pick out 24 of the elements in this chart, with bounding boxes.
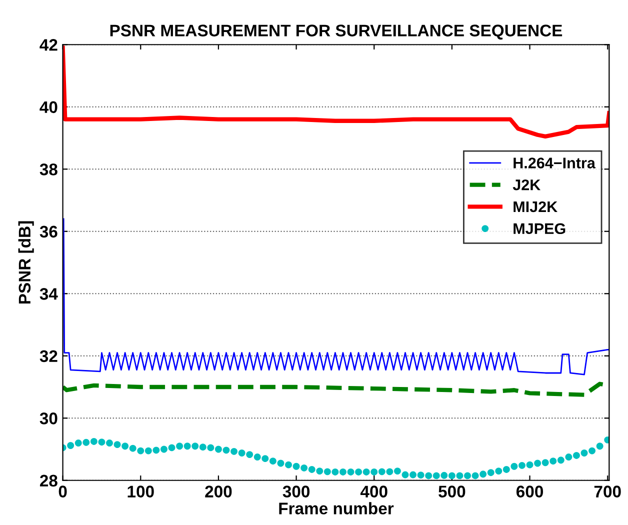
y-tick-label: 30 bbox=[40, 412, 58, 424]
y-tick-label: 36 bbox=[40, 226, 58, 238]
x-tick-label: 100 bbox=[128, 486, 154, 498]
chart-title: PSNR MEASUREMENT FOR SURVEILLANCE SEQUENCE bbox=[110, 24, 562, 40]
y-tick-label: 28 bbox=[40, 474, 58, 487]
x-tick-label: 200 bbox=[205, 486, 232, 498]
y-tick-label: 34 bbox=[40, 288, 58, 300]
x-tick-label: 600 bbox=[516, 486, 543, 498]
legend-label: MJPEG bbox=[514, 223, 566, 234]
x-tick-label: 400 bbox=[360, 486, 388, 498]
x-tick-label: 300 bbox=[282, 486, 310, 498]
line-series bbox=[62, 218, 610, 376]
y-tick-label: 32 bbox=[40, 350, 58, 362]
legend-label: H.264−Intra bbox=[514, 158, 596, 168]
legend-label: J2K bbox=[512, 179, 541, 190]
y-tick-label: 42 bbox=[40, 39, 58, 51]
x-tick-label: 700 bbox=[594, 486, 621, 498]
y-tick-label: 38 bbox=[40, 164, 58, 176]
x-tick-label: 500 bbox=[438, 486, 466, 498]
legend-label: MIJ2K bbox=[514, 201, 558, 212]
x-axis-title: Frame number bbox=[279, 502, 394, 514]
y-axis-title: PSNR [dB] bbox=[18, 221, 34, 304]
y-tick-label: 40 bbox=[40, 101, 58, 114]
x-tick-label: 0 bbox=[58, 486, 67, 498]
